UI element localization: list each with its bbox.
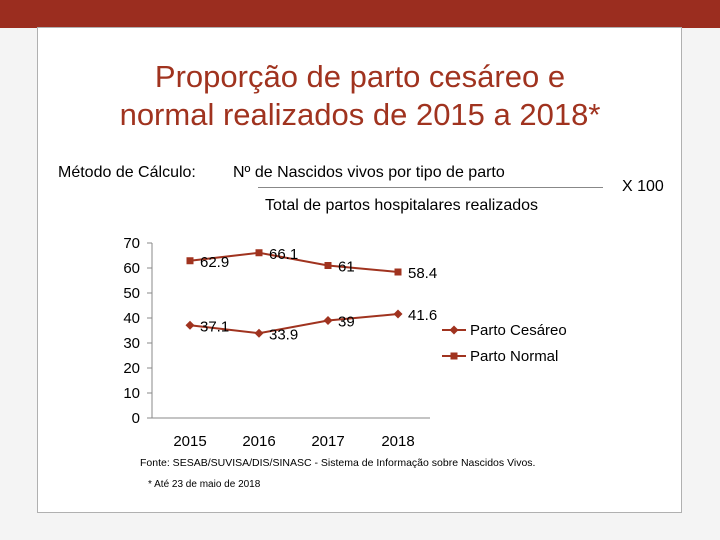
chart-axes: 0 10 20 30 40 50 60 70 2015 2016 2017 2018 — [123, 235, 430, 450]
legend-label: Parto Cesáreo — [470, 322, 567, 339]
footnote: * Até 23 de maio de 2018 — [148, 479, 261, 490]
data-point — [394, 268, 402, 276]
data-point — [254, 328, 264, 338]
data-point — [255, 249, 263, 257]
y-tick-label: 60 — [123, 260, 140, 277]
slide-frame — [37, 27, 682, 513]
y-tick-label: 50 — [123, 285, 140, 302]
source-note: Fonte: SESAB/SUVISA/DIS/SINASC - Sistema… — [140, 457, 536, 469]
series-parto-normal: 62.9 66.1 61 58.4 — [186, 246, 437, 282]
data-label: 39 — [338, 314, 355, 331]
title-line-1: Proporção de parto cesáreo e — [154, 59, 566, 94]
y-tick-label: 0 — [132, 410, 140, 427]
y-tick-label: 40 — [123, 310, 140, 327]
data-point — [393, 309, 403, 319]
formula-fraction-line — [258, 187, 603, 188]
formula-multiplier: X 100 — [622, 178, 664, 195]
title-line-2: normal realizados de 2015 a 2018* — [119, 97, 601, 132]
data-label: 58.4 — [408, 265, 437, 282]
formula-denominator: Total de partos hospitalares realizados — [265, 197, 539, 214]
chart-legend: Parto Cesáreo Parto Normal — [442, 322, 567, 365]
legend-marker — [449, 325, 459, 335]
legend-marker — [450, 352, 458, 360]
data-point — [323, 316, 333, 325]
data-point — [324, 262, 332, 269]
y-tick-label: 20 — [123, 360, 140, 377]
calculation-method-label: Método de Cálculo: — [58, 164, 196, 181]
x-tick-label: 2016 — [242, 433, 275, 450]
chart-series: 37.1 33.9 39 41.6 62.9 66.1 61 58.4 — [185, 246, 437, 343]
x-tick-label: 2015 — [173, 433, 206, 450]
data-label: 41.6 — [408, 307, 437, 324]
data-point — [185, 320, 195, 330]
slide-title: Proporção de parto cesáreo e normal real… — [0, 58, 720, 134]
x-tick-label: 2017 — [311, 433, 344, 450]
data-label: 66.1 — [269, 246, 298, 263]
data-label: 62.9 — [200, 254, 229, 271]
y-tick-label: 70 — [123, 235, 140, 252]
y-tick-label: 10 — [123, 385, 140, 402]
legend-label: Parto Normal — [470, 348, 558, 365]
data-point — [186, 257, 194, 265]
y-tick-label: 30 — [123, 335, 140, 352]
data-label: 61 — [338, 259, 355, 276]
x-tick-label: 2018 — [381, 433, 414, 450]
top-accent-bar — [0, 0, 720, 28]
formula-numerator: Nº de Nascidos vivos por tipo de parto — [233, 164, 505, 181]
series-line — [189, 251, 399, 273]
series-line — [189, 313, 399, 335]
series-parto-cesareo: 37.1 33.9 39 41.6 — [185, 307, 437, 343]
data-label: 37.1 — [200, 318, 229, 335]
data-label: 33.9 — [269, 326, 298, 343]
